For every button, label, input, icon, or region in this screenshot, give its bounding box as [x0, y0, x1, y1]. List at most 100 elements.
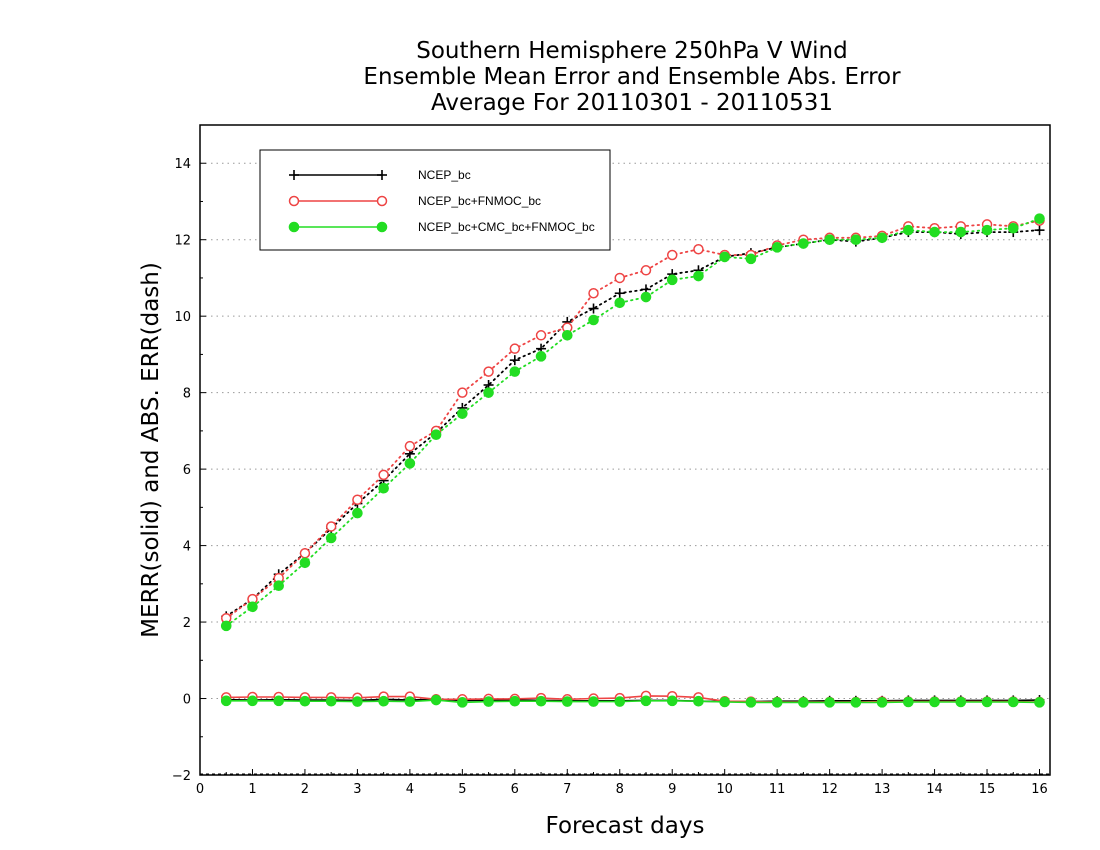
- abs-err-point: [1007, 222, 1019, 234]
- mean-err-point: [955, 696, 967, 708]
- chart-title: Southern Hemisphere 250hPa V WindEnsembl…: [363, 38, 901, 116]
- abs-err-point: [798, 238, 809, 249]
- abs-err-point: [273, 580, 285, 592]
- x-tick-label: 14: [926, 782, 943, 797]
- x-tick-label: 4: [406, 782, 414, 797]
- abs-err-point: [719, 251, 730, 263]
- x-tick-label: 12: [821, 782, 838, 797]
- plot-area-frame: [199, 124, 1051, 776]
- mean-err-point: [640, 695, 652, 707]
- series-1: [221, 225, 1045, 707]
- mean-err-point: [352, 696, 363, 707]
- abs-err-point: [1034, 225, 1045, 236]
- mean-err-point: [483, 696, 494, 707]
- abs-err-point: [693, 244, 704, 255]
- y-tick-label: 4: [183, 540, 191, 555]
- mean-err-point: [509, 695, 521, 707]
- legend-label: NCEP_bc+FNMOC_bc: [418, 194, 541, 208]
- title-line-3: Average For 20110301 - 20110531: [431, 90, 833, 116]
- legend-marker: [377, 170, 387, 180]
- legend-marker: [376, 195, 388, 207]
- abs-err-point: [561, 329, 573, 341]
- mean-err-point: [457, 697, 468, 708]
- mean-err-point: [273, 695, 285, 707]
- abs-err-point: [483, 387, 494, 398]
- abs-err-point: [588, 287, 599, 299]
- abs-err-point: [640, 265, 652, 276]
- abs-err-point: [404, 458, 416, 469]
- x-tick-label: 15: [979, 782, 996, 797]
- abs-err-point: [771, 242, 783, 253]
- abs-err-line: [225, 219, 1041, 620]
- legend-marker: [288, 195, 300, 207]
- abs-err-point: [824, 234, 835, 246]
- legend-item: NCEP_bc: [289, 168, 471, 182]
- abs-err-point: [929, 226, 940, 238]
- abs-err-point: [352, 507, 363, 519]
- abs-err-line: [225, 229, 1041, 618]
- mean-err-point: [666, 695, 678, 707]
- mean-err-point: [903, 696, 914, 708]
- legend-item: NCEP_bc+FNMOC_bc: [288, 194, 541, 208]
- y-tick-label: 8: [183, 387, 191, 402]
- mean-err-point: [378, 695, 389, 707]
- abs-err-point: [666, 274, 678, 286]
- mean-err-point: [693, 695, 704, 707]
- abs-err-point: [903, 224, 914, 236]
- abs-err-point: [378, 482, 389, 494]
- title-line-1: Southern Hemisphere 250hPa V Wind: [416, 38, 847, 64]
- legend-label: NCEP_bc: [418, 168, 471, 182]
- mean-err-point: [981, 696, 993, 708]
- abs-err-point: [299, 557, 311, 569]
- abs-err-point: [457, 387, 468, 398]
- legend-marker: [376, 221, 388, 233]
- x-tick-label: 2: [301, 782, 309, 797]
- y-axis-title: MERR(solid) and ABS. ERR(dash): [138, 262, 164, 638]
- mean-err-point: [220, 695, 232, 707]
- title-line-2: Ensemble Mean Error and Ensemble Abs. Er…: [363, 64, 901, 90]
- abs-err-point: [1034, 213, 1045, 224]
- abs-err-point: [535, 330, 547, 341]
- x-tick-label: 0: [196, 782, 204, 797]
- abs-err-point: [693, 270, 704, 282]
- series-2: [220, 215, 1045, 708]
- abs-err-point: [509, 366, 521, 377]
- y-tick-label: 14: [174, 157, 191, 172]
- x-tick-label: 5: [458, 782, 466, 797]
- abs-err-point: [509, 343, 521, 354]
- series-layer: [220, 213, 1045, 708]
- mean-err-point: [299, 695, 311, 707]
- mean-err-point: [614, 696, 626, 707]
- abs-err-point: [640, 291, 652, 303]
- x-tick-label: 13: [874, 782, 891, 797]
- mean-err-point: [929, 696, 940, 708]
- x-tick-label: 10: [716, 782, 733, 797]
- y-tick-label: 2: [183, 616, 191, 631]
- x-axis-title: Forecast days: [546, 813, 705, 839]
- abs-err-point: [404, 440, 416, 452]
- legend-label: NCEP_bc+CMC_bc+FNMOC_bc: [418, 220, 595, 234]
- abs-err-point: [299, 547, 311, 559]
- abs-err-point: [666, 249, 678, 261]
- legend-marker: [289, 170, 299, 180]
- abs-err-point: [325, 521, 337, 532]
- abs-err-point: [850, 234, 862, 246]
- abs-err-point: [535, 351, 547, 362]
- x-tick-label: 11: [769, 782, 786, 797]
- abs-err-point: [614, 297, 626, 309]
- mean-err-point: [535, 695, 547, 707]
- mean-err-point: [850, 697, 862, 708]
- x-tick-label: 16: [1031, 782, 1048, 797]
- mean-err-point: [1007, 696, 1019, 708]
- x-tick-label: 9: [668, 782, 676, 797]
- mean-err-point: [798, 697, 809, 708]
- abs-err-point: [955, 226, 967, 238]
- abs-err-point: [614, 272, 626, 284]
- mean-err-point: [247, 695, 258, 707]
- gridlines: [200, 162, 1050, 700]
- abs-err-point: [378, 469, 389, 481]
- abs-err-point: [745, 253, 757, 265]
- legend: NCEP_bc NCEP_bc+FNMOC_bc NCEP_bc+CMC_bc+FN…: [259, 149, 611, 251]
